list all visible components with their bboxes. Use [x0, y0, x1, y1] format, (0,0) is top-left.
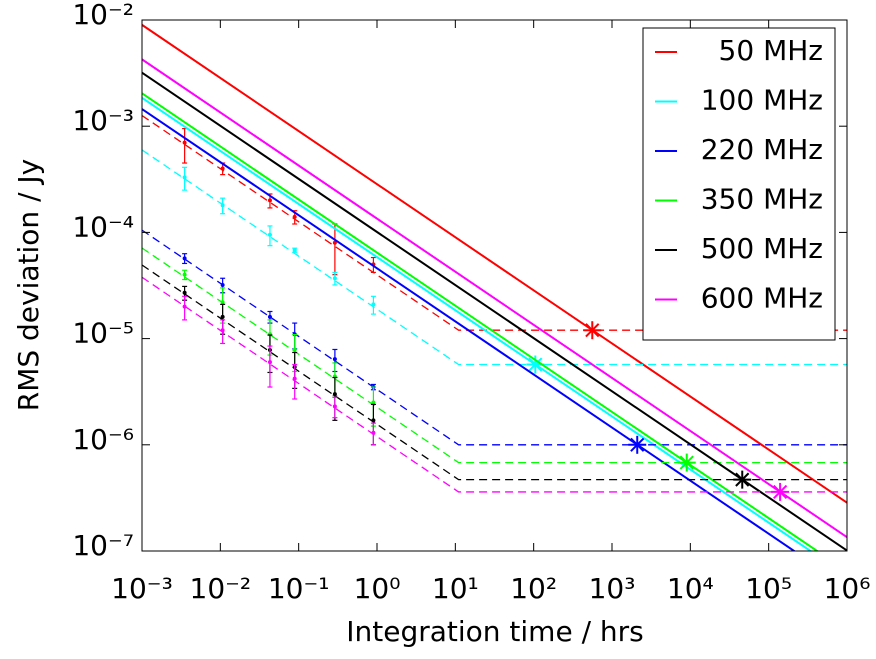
- plot-area: [142, 24, 847, 551]
- x-axis-label: Integration time / hrs: [346, 615, 644, 648]
- y-tick-label: 10⁻³: [72, 104, 134, 137]
- y-tick-label: 10⁻⁵: [72, 317, 134, 350]
- error-bar: [332, 223, 338, 276]
- data-point: [332, 357, 337, 362]
- y-tick-label: 10⁻⁴: [72, 210, 134, 243]
- data-point: [292, 347, 297, 352]
- floor-line: [142, 264, 847, 481]
- data-point: [182, 272, 187, 277]
- x-tick-label: 10⁻¹: [268, 572, 330, 605]
- floor-line: [142, 149, 847, 366]
- data-point: [332, 276, 337, 281]
- data-point: [182, 290, 187, 295]
- model-line: [142, 58, 847, 538]
- star-arm: [773, 484, 788, 499]
- floor-line: [142, 276, 847, 493]
- data-point: [220, 300, 225, 305]
- x-tick-label: 10⁴: [667, 572, 714, 605]
- star-marker: [771, 482, 790, 501]
- star-marker: [583, 321, 602, 340]
- data-point: [267, 232, 272, 237]
- legend-label: 220 MHz: [701, 133, 823, 166]
- data-point: [332, 392, 337, 397]
- data-point: [182, 140, 187, 145]
- star-marker: [628, 435, 647, 454]
- data-point: [292, 214, 297, 219]
- data-point: [220, 166, 225, 171]
- x-tick-label: 10¹: [432, 572, 479, 605]
- star-arm: [679, 455, 694, 470]
- x-tick-label: 10³: [589, 572, 636, 605]
- data-point: [332, 240, 337, 245]
- star-marker: [677, 453, 696, 472]
- star-arm: [735, 472, 750, 487]
- data-point: [182, 175, 187, 180]
- legend-box: [642, 27, 836, 341]
- data-point: [371, 418, 376, 423]
- model-line: [142, 24, 847, 504]
- data-point: [182, 304, 187, 309]
- data-point: [371, 400, 376, 405]
- error-bar: [292, 363, 298, 400]
- model-line: [142, 71, 847, 551]
- floor-line: [142, 229, 847, 446]
- plot-frame: [141, 19, 848, 552]
- y-tick-label: 10⁻⁷: [72, 529, 134, 562]
- y-axis-label: RMS deviation / Jy: [12, 159, 45, 412]
- legend-label: 500 MHz: [701, 232, 823, 265]
- data-point: [292, 248, 297, 253]
- model-line: [142, 108, 796, 551]
- star-arm: [585, 323, 600, 338]
- x-tick-label: 10²: [510, 572, 557, 605]
- star-arm: [528, 357, 543, 372]
- star-marker: [733, 470, 752, 489]
- legend-label: 50 MHz: [719, 34, 823, 67]
- model-line: [142, 96, 813, 551]
- data-point: [292, 376, 297, 381]
- data-point: [332, 404, 337, 409]
- legend: 50 MHz 100 MHz 220 MHz 350 MHz 500 MHz 600 MH…: [642, 27, 836, 341]
- legend-label: 600 MHz: [701, 282, 823, 315]
- data-point: [267, 360, 272, 365]
- y-tick-label: 10⁻⁶: [72, 423, 134, 456]
- data-point: [371, 302, 376, 307]
- data-point: [182, 256, 187, 261]
- x-tick-label: 10⁶: [824, 572, 871, 605]
- data-point: [220, 328, 225, 333]
- x-tick-label: 10⁵: [745, 572, 792, 605]
- y-tick-label: 10⁻²: [72, 0, 134, 31]
- legend-label: 100 MHz: [701, 84, 823, 117]
- data-point: [220, 314, 225, 319]
- x-tick-label: 10⁰: [354, 572, 401, 605]
- x-tick-label: 10⁻³: [111, 572, 173, 605]
- data-point: [267, 314, 272, 319]
- data-point: [220, 203, 225, 208]
- data-point: [267, 198, 272, 203]
- star-arm: [630, 437, 645, 452]
- legend-label: 350 MHz: [701, 183, 823, 216]
- data-point: [220, 282, 225, 287]
- x-tick-label: 10⁻²: [190, 572, 252, 605]
- data-point: [371, 430, 376, 435]
- error-bar: [267, 345, 273, 388]
